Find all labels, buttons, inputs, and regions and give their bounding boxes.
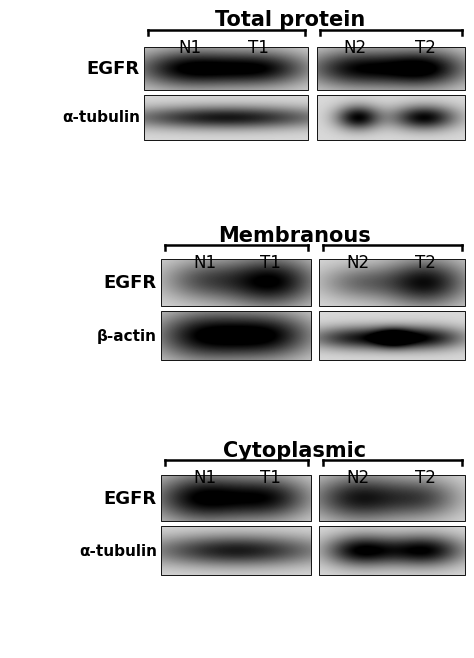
Text: N1: N1 (178, 39, 201, 57)
Text: T2: T2 (415, 39, 436, 57)
Text: α-tubulin: α-tubulin (62, 111, 140, 126)
Bar (320, 527, 465, 575)
Text: Cytoplasmic: Cytoplasmic (223, 441, 366, 461)
Text: β-actin: β-actin (97, 328, 157, 343)
Text: T2: T2 (415, 469, 436, 487)
Text: T1: T1 (247, 39, 268, 57)
Text: N1: N1 (193, 469, 217, 487)
Bar (145, 96, 308, 140)
Bar (145, 48, 308, 90)
Text: N2: N2 (344, 39, 366, 57)
Text: N2: N2 (346, 254, 370, 272)
Text: T2: T2 (415, 254, 436, 272)
Bar (318, 96, 465, 140)
Bar (162, 527, 311, 575)
Text: EGFR: EGFR (87, 60, 140, 78)
Bar (318, 48, 465, 90)
Bar (320, 476, 465, 521)
Text: Membranous: Membranous (219, 226, 371, 246)
Bar (162, 260, 311, 306)
Text: EGFR: EGFR (104, 490, 157, 507)
Text: N1: N1 (193, 254, 217, 272)
Bar (320, 312, 465, 360)
Text: T1: T1 (260, 254, 281, 272)
Text: EGFR: EGFR (104, 274, 157, 292)
Text: N2: N2 (346, 469, 370, 487)
Text: α-tubulin: α-tubulin (79, 544, 157, 559)
Bar (320, 260, 465, 306)
Bar (162, 476, 311, 521)
Bar (162, 312, 311, 360)
Text: T1: T1 (260, 469, 281, 487)
Text: Total protein: Total protein (215, 10, 365, 30)
